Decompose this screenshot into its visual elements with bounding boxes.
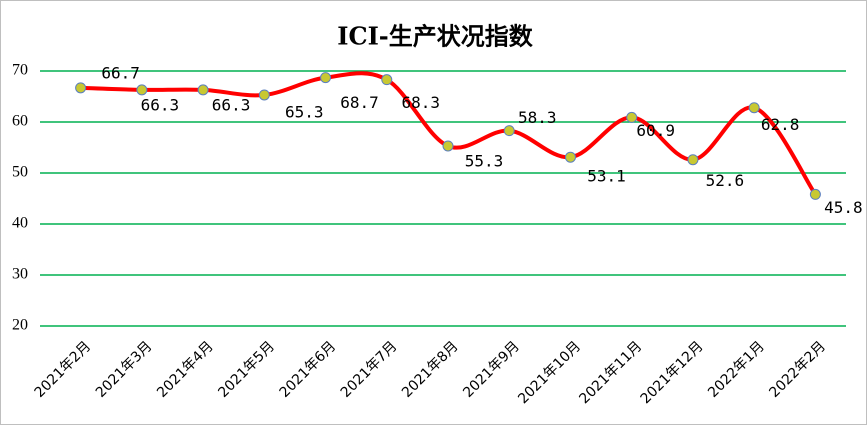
data-label: 53.1 (587, 167, 626, 186)
data-label: 52.6 (706, 171, 745, 190)
marker (564, 151, 576, 163)
data-label: 55.3 (465, 151, 504, 170)
line (80, 71, 818, 196)
marker (748, 102, 760, 114)
marker (809, 188, 821, 200)
marker (381, 74, 393, 86)
data-label: 66.3 (141, 95, 180, 114)
marker (258, 89, 270, 101)
chart-title: ICI-生产状况指数 (337, 22, 534, 51)
marker (136, 84, 148, 96)
data-label: 60.9 (636, 121, 675, 140)
y-tick-label: 60 (12, 113, 28, 130)
y-tick-label: 50 (12, 164, 28, 181)
data-label: 62.8 (761, 115, 800, 134)
y-tick-label: 40 (12, 215, 28, 232)
data-label: 66.7 (101, 63, 140, 82)
y-tick-label: 30 (12, 266, 28, 283)
marker (75, 82, 87, 94)
marker (626, 111, 638, 123)
data-label: 45.8 (824, 198, 863, 217)
marker (197, 84, 209, 96)
y-tick-label: 20 (12, 317, 28, 334)
data-label: 66.3 (212, 95, 251, 114)
marker (442, 140, 454, 152)
data-label: 68.3 (402, 93, 441, 112)
data-label: 68.7 (340, 93, 379, 112)
y-tick-label: 70 (12, 62, 28, 79)
data-label: 58.3 (518, 108, 557, 127)
marker (320, 72, 332, 84)
data-label: 65.3 (285, 102, 324, 121)
marker (687, 154, 699, 166)
marker (503, 125, 515, 137)
